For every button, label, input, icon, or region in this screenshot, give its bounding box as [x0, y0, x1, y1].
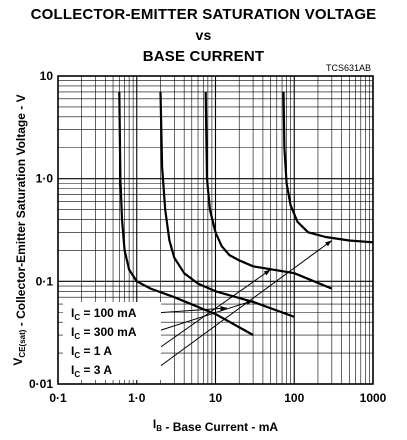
series-line-2 [159, 91, 295, 318]
series-line-3 [204, 91, 333, 290]
series-line-4 [282, 91, 374, 244]
x-tick-label: 10 [209, 391, 223, 405]
leader-arrow-4 [325, 240, 332, 247]
y-tick-label: 1·0 [36, 172, 54, 186]
x-tick-label: 0·1 [49, 391, 67, 405]
x-axis-label: IB - Base Current - mA [153, 417, 278, 434]
figure-code: TCS631AB [326, 63, 371, 73]
chart-title-line2: vs [195, 27, 212, 43]
x-tick-label: 100 [284, 391, 304, 405]
chart-title-line3: BASE CURRENT [142, 48, 265, 65]
leader-arrow-3 [263, 269, 271, 276]
plot-frame [57, 75, 374, 385]
x-tick-label: 1·0 [128, 391, 146, 405]
chart-title-line1: COLLECTOR-EMITTER SATURATION VOLTAGE [30, 6, 377, 23]
x-tick-label: 1000 [360, 391, 387, 405]
leader-line-4 [154, 240, 333, 371]
series-line-1 [118, 91, 254, 336]
legend-label-2: IC = 300 mA [71, 325, 137, 341]
y-tick-label: 0·1 [36, 274, 54, 288]
legend-label-1: IC = 100 mA [71, 306, 137, 322]
leader-line-3 [154, 269, 271, 352]
y-tick-label: 10 [40, 69, 54, 83]
legend-label-4: IC = 3 A [71, 363, 112, 379]
y-tick-label: 0·01 [29, 377, 53, 391]
y-axis-label: VCE(sat) - Collector-Emitter Saturation … [11, 94, 28, 365]
legend-label-3: IC = 1 A [71, 344, 112, 360]
leader-arrow-1 [220, 306, 228, 311]
legend-box [63, 302, 161, 380]
